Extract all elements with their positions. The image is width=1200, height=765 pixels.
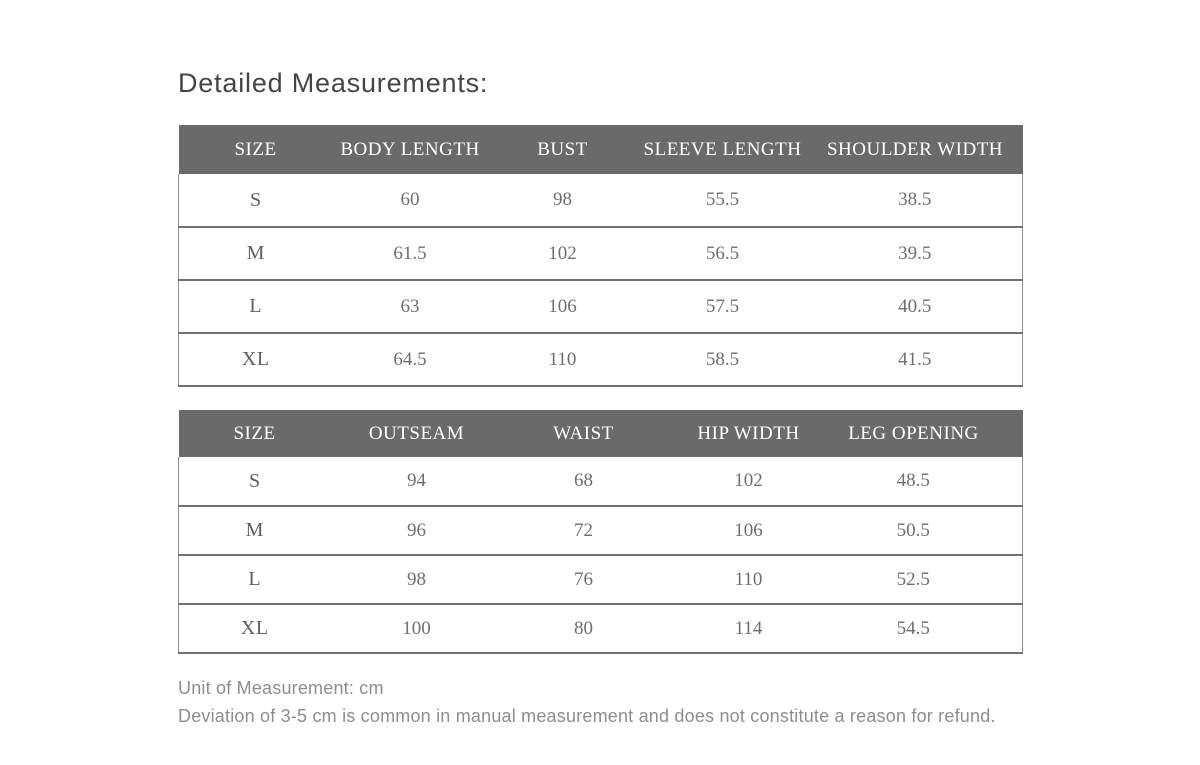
table-cell: 110	[664, 555, 833, 605]
size-cell: XL	[178, 333, 333, 387]
size-cell: XL	[178, 604, 331, 654]
unit-note: Unit of Measurement: cm	[178, 678, 384, 698]
table-row-xl: XL 100 80 114 54.5	[178, 604, 1023, 654]
size-cell: L	[178, 280, 333, 334]
table-cell: 52.5	[832, 555, 1023, 605]
table-cell: 55.5	[637, 174, 808, 228]
size-cell: S	[178, 174, 333, 228]
table-cell: 54.5	[832, 604, 1023, 654]
table-cell: 61.5	[332, 227, 488, 281]
size-cell: S	[178, 457, 331, 507]
table-cell: 64.5	[332, 333, 488, 387]
column-header-leg-opening: LEG OPENING	[832, 410, 1023, 457]
table-cell: 58.5	[637, 333, 808, 387]
table-cell: 110	[487, 333, 638, 387]
table-cell: 41.5	[807, 333, 1023, 387]
size-cell: M	[178, 227, 333, 281]
table-cell: 106	[487, 280, 638, 334]
table-cell: 96	[330, 506, 503, 556]
table-cell: 38.5	[807, 174, 1023, 228]
table-cell: 48.5	[832, 457, 1023, 507]
column-header-hip-width: HIP WIDTH	[664, 410, 833, 457]
size-cell: M	[178, 506, 331, 556]
table-row-m: M 61.5 102 56.5 39.5	[178, 227, 1023, 281]
table-cell: 98	[487, 174, 638, 228]
column-header-outseam: OUTSEAM	[330, 410, 503, 457]
table-cell: 98	[330, 555, 503, 605]
table-cell: 57.5	[637, 280, 808, 334]
table-cell: 80	[502, 604, 665, 654]
table-header-row: SIZE BODY LENGTH BUST SLEEVE LENGTH SHOU…	[178, 125, 1023, 174]
table-cell: 63	[332, 280, 488, 334]
table-row-s: S 94 68 102 48.5	[178, 457, 1023, 507]
table-row-l: L 63 106 57.5 40.5	[178, 280, 1023, 334]
table-cell: 39.5	[807, 227, 1023, 281]
table-cell: 40.5	[807, 280, 1023, 334]
column-header-waist: WAIST	[502, 410, 665, 457]
table-row-l: L 98 76 110 52.5	[178, 555, 1023, 605]
column-header-size: SIZE	[178, 410, 331, 457]
table-cell: 106	[664, 506, 833, 556]
table-cell: 94	[330, 457, 503, 507]
table-cell: 60	[332, 174, 488, 228]
tops-size-table: SIZE BODY LENGTH BUST SLEEVE LENGTH SHOU…	[178, 125, 1023, 387]
column-header-body-length: BODY LENGTH	[332, 125, 488, 174]
table-cell: 102	[487, 227, 638, 281]
column-header-sleeve-length: SLEEVE LENGTH	[637, 125, 808, 174]
table-header-row: SIZE OUTSEAM WAIST HIP WIDTH LEG OPENING	[178, 410, 1023, 457]
table-cell: 114	[664, 604, 833, 654]
table-row-m: M 96 72 106 50.5	[178, 506, 1023, 556]
table-row-s: S 60 98 55.5 38.5	[178, 174, 1023, 228]
table-cell: 72	[502, 506, 665, 556]
column-header-bust: BUST	[487, 125, 638, 174]
table-row-xl: XL 64.5 110 58.5 41.5	[178, 333, 1023, 387]
bottoms-size-table: SIZE OUTSEAM WAIST HIP WIDTH LEG OPENING…	[178, 410, 1023, 654]
table-cell: 56.5	[637, 227, 808, 281]
table-cell: 76	[502, 555, 665, 605]
table-cell: 102	[664, 457, 833, 507]
table-cell: 68	[502, 457, 665, 507]
measurement-notes: Unit of Measurement: cm Deviation of 3-5…	[178, 674, 996, 730]
size-cell: L	[178, 555, 331, 605]
column-header-shoulder-width: SHOULDER WIDTH	[807, 125, 1023, 174]
table-cell: 50.5	[832, 506, 1023, 556]
table-cell: 100	[330, 604, 503, 654]
page-title: Detailed Measurements:	[178, 68, 489, 98]
column-header-size: SIZE	[178, 125, 333, 174]
deviation-note: Deviation of 3-5 cm is common in manual …	[178, 706, 996, 726]
